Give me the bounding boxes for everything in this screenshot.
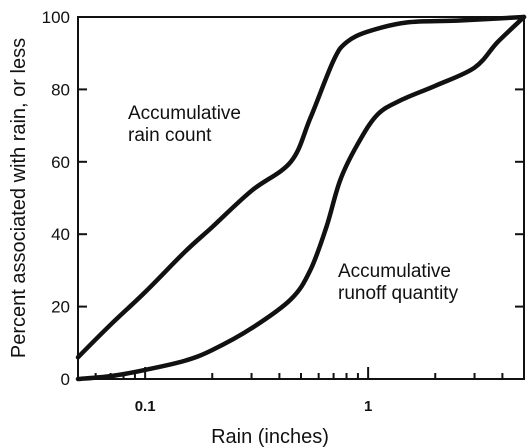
series-line-runoff-quantity — [75, 14, 527, 382]
annotation-rain-count-line-2: rain count — [128, 125, 212, 146]
series-line-rain-count — [75, 14, 527, 360]
annotation-rain-count: Accumulative rain count — [128, 103, 246, 146]
annotation-rain-count-line-1: Accumulative — [128, 103, 241, 124]
annotation-runoff-quantity: Accumulative runoff quantity — [338, 261, 459, 304]
x-tick-label: 1 — [364, 398, 372, 415]
axis-ticks — [78, 16, 524, 380]
y-tick-label: 100 — [42, 8, 70, 27]
x-tick-label: 0.1 — [135, 398, 156, 415]
plot-frame — [77, 16, 525, 380]
y-tick-label: 0 — [61, 370, 70, 389]
y-tick-label: 40 — [51, 225, 70, 244]
y-axis-title: Percent associated with rain, or less — [8, 38, 30, 358]
plot-area — [75, 14, 527, 382]
x-axis-title: Rain (inches) — [211, 426, 329, 447]
annotation-runoff-quantity-line-1: Accumulative — [338, 261, 451, 282]
tick-labels: 0 20 40 60 80 100 0.1 1 — [42, 8, 373, 415]
y-tick-label: 80 — [51, 80, 70, 99]
annotation-runoff-quantity-line-2: runoff quantity — [338, 283, 459, 304]
series-layer — [75, 14, 527, 382]
y-tick-label: 60 — [51, 153, 70, 172]
y-tick-label: 20 — [51, 298, 70, 317]
